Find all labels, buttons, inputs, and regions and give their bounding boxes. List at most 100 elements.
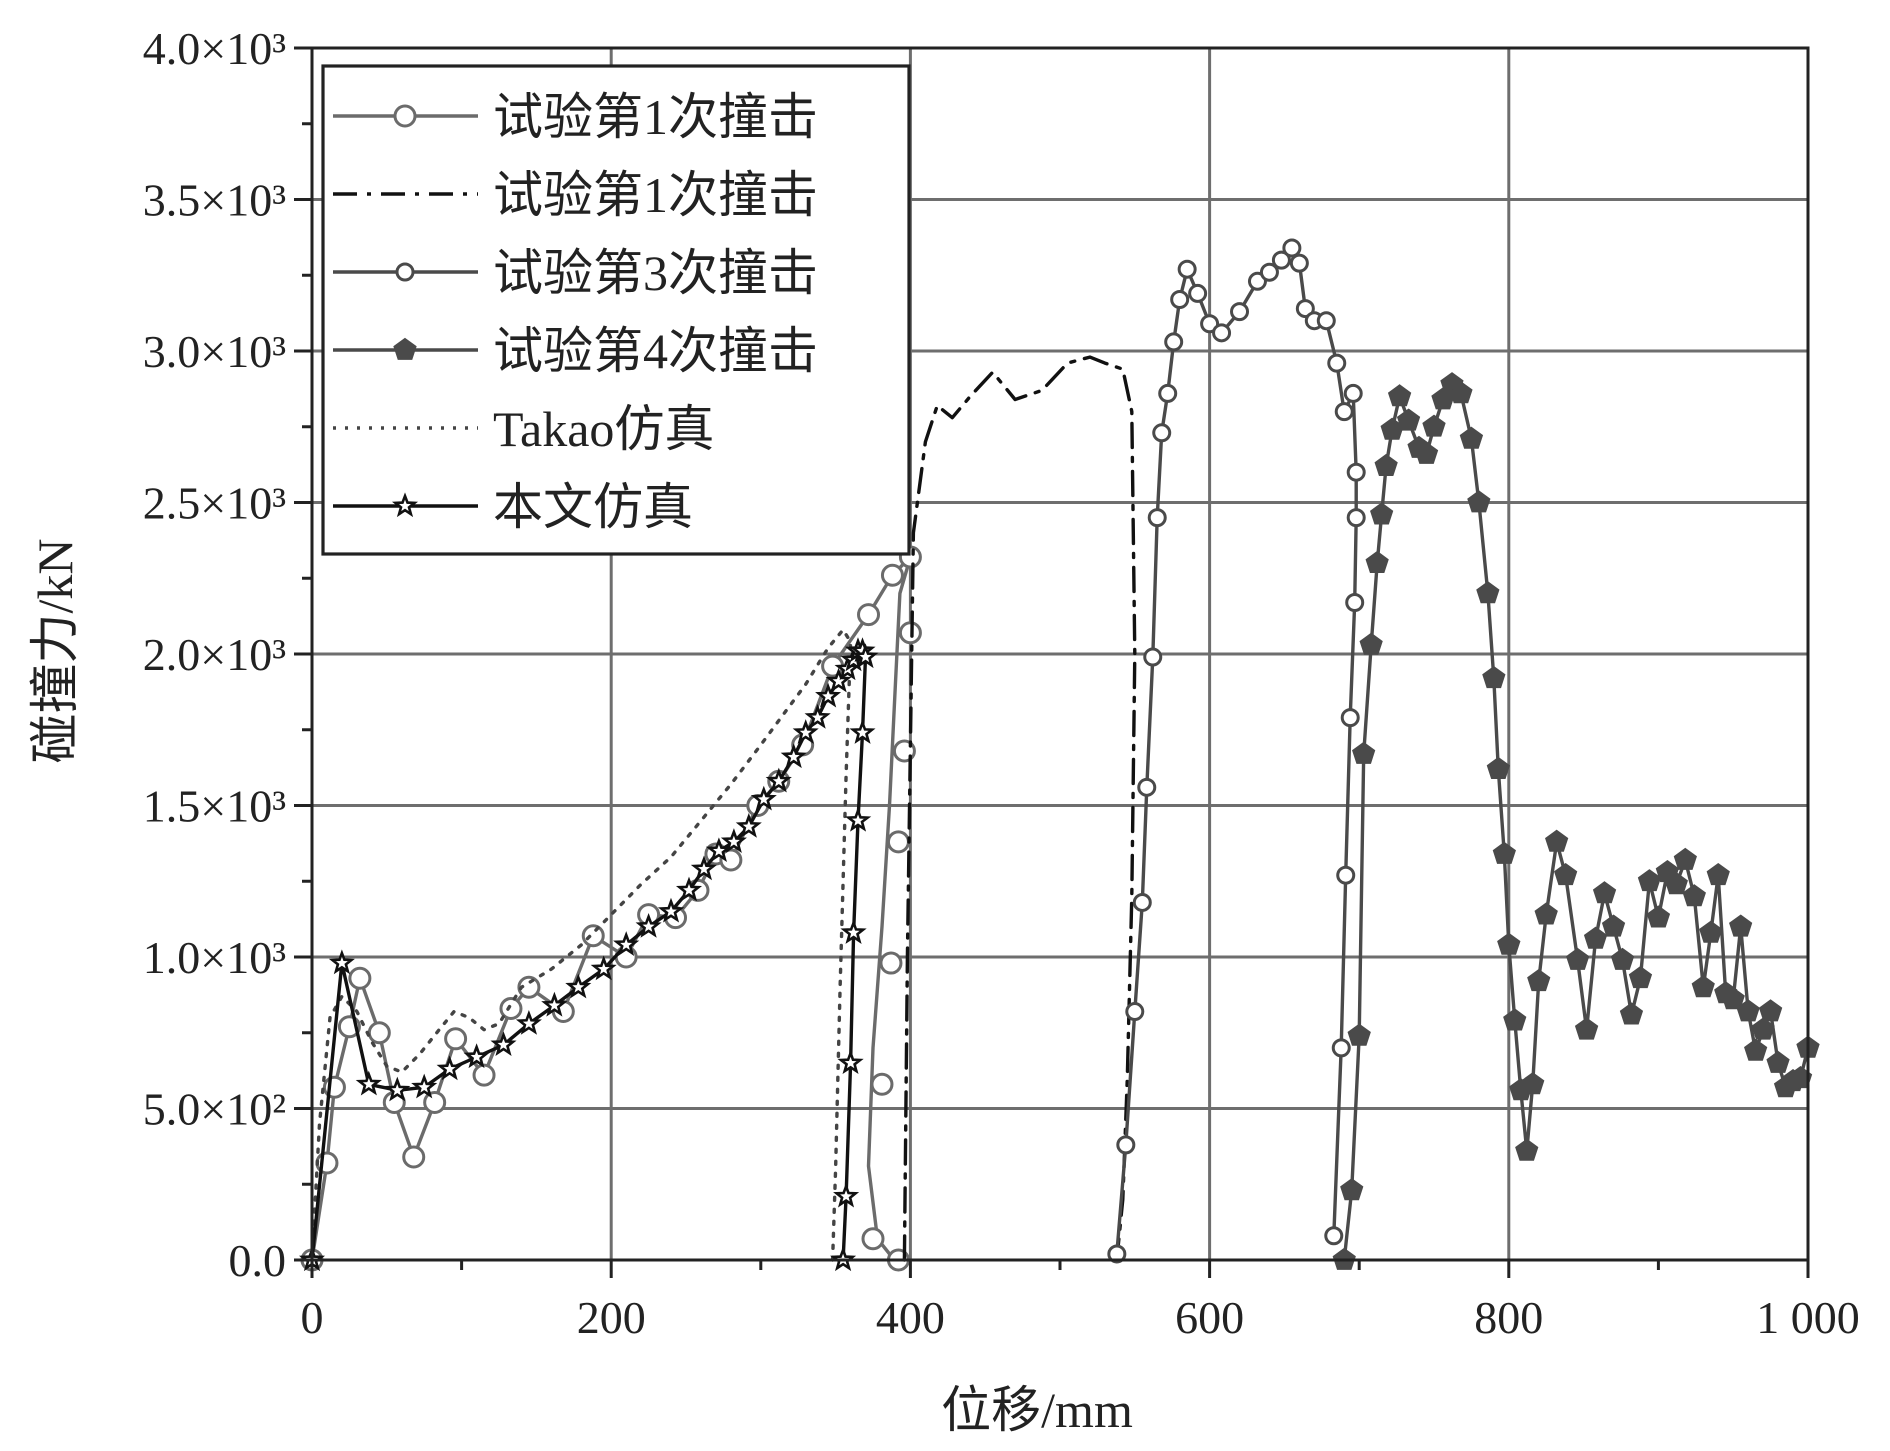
data-point-marker [402,1145,426,1169]
data-point-marker [1601,914,1626,937]
data-point-marker [1158,383,1178,403]
legend-label: 试验第1次撞击 [493,89,818,145]
data-point-marker [1646,905,1671,928]
data-point-marker [517,975,541,999]
data-point-marker [719,848,743,872]
data-point-marker [393,104,417,128]
data-point-marker [581,924,605,948]
x-tick-label: 200 [577,1292,646,1343]
y-tick-label: 4.0×10³ [143,23,286,74]
data-point-marker [1259,262,1279,282]
data-point-marker [880,563,904,587]
data-point-marker [1282,238,1302,258]
y-tick-label: 3.5×10³ [143,175,286,226]
y-tick-label: 5.0×10² [143,1084,286,1135]
data-point-marker [1682,884,1706,907]
data-point-marker [1515,1138,1539,1161]
data-point-marker [792,719,819,744]
y-tick-label: 0.0 [229,1235,287,1286]
x-tick-label: 1 000 [1756,1292,1860,1343]
series-line [310,628,853,1262]
data-point-marker [1212,323,1232,343]
series-2 [902,355,1137,1262]
data-point-marker [840,919,867,944]
data-point-marker [833,1182,860,1208]
data-point-marker [1336,865,1356,885]
data-point-marker [1545,829,1569,852]
series-line [902,355,1137,1262]
series-5 [310,628,853,1262]
data-point-marker [1744,1038,1768,1061]
data-point-marker [1758,999,1783,1022]
data-point-marker [472,1063,496,1087]
data-point-marker [1352,741,1376,764]
data-point-marker [1699,920,1723,943]
data-point-marker [1327,353,1347,373]
data-point-marker [1673,847,1697,870]
y-tick-label: 3.0×10³ [143,326,286,377]
data-point-marker [391,492,419,518]
legend-label: 试验第4次撞击 [493,323,818,379]
data-point-marker [1188,283,1208,303]
data-point-marker [750,785,777,811]
data-point-marker [886,830,910,854]
data-point-marker [1271,250,1291,270]
legend-label: 本文仿真 [493,479,693,535]
data-point-marker [861,1227,885,1251]
data-point-marker [635,913,662,938]
legend-entry: 试验第1次撞击 [333,167,818,223]
data-point-marker [1340,708,1360,728]
data-point-marker [1347,1023,1371,1046]
data-point-marker [1527,968,1551,992]
legend-label: Takao仿真 [493,401,714,457]
data-point-marker [328,949,355,975]
data-point-marker [675,876,703,902]
data-point-marker [870,1072,894,1096]
data-point-marker [1521,1072,1545,1095]
data-point-marker [1143,647,1163,667]
series-3 [1107,238,1366,1264]
data-point-marker [1751,1017,1775,1040]
series-4 [1332,372,1820,1270]
data-point-marker [1334,402,1354,422]
data-point-marker [1345,592,1365,612]
data-point-marker [1340,1178,1364,1201]
data-point-marker [1107,1244,1127,1264]
data-point-marker [541,991,568,1017]
data-point-marker [1365,550,1389,573]
data-point-marker [590,955,617,981]
data-point-marker [720,828,747,854]
data-point-marker [1230,302,1250,322]
data-point-marker [1721,987,1745,1010]
data-point-marker [1346,462,1366,482]
data-point-marker [348,966,372,990]
data-point-marker [1592,881,1617,904]
legend-entry: 试验第4次撞击 [333,323,818,379]
data-point-marker [1359,632,1383,655]
data-point-marker [1295,299,1315,319]
legend-entry: 试验第1次撞击 [333,89,818,145]
data-point-marker [1482,665,1506,689]
data-point-marker [1374,453,1398,476]
data-point-marker [1486,756,1510,779]
data-point-marker [395,262,415,282]
data-point-marker [1492,841,1516,864]
data-point-marker [499,997,523,1021]
data-point-marker [1177,259,1197,279]
data-point-marker [1664,872,1688,895]
legend-label: 试验第3次撞击 [493,245,818,301]
data-point-marker [463,1043,490,1069]
data-point-marker [1736,999,1760,1022]
data-point-marker [1125,1002,1145,1022]
data-point-marker [1152,423,1172,443]
data-point-marker [1583,926,1608,949]
data-point-marker [1346,508,1366,528]
data-point-marker [844,806,872,832]
data-point-marker [1554,862,1578,886]
series-6 [298,637,879,1272]
y-tick-label: 2.0×10³ [143,629,286,680]
data-point-marker [1422,414,1446,437]
data-point-marker [1534,902,1558,925]
data-point-marker [355,1070,382,1096]
